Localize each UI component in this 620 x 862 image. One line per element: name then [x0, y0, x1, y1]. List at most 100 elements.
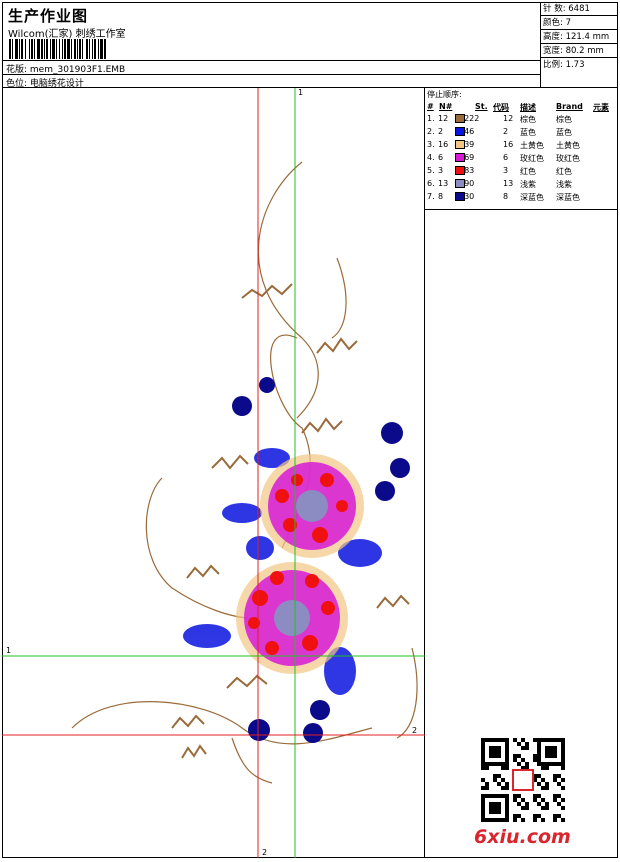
header-divider-1 [2, 60, 541, 61]
barcode-bar [55, 39, 56, 59]
row-st: 3 [503, 166, 509, 175]
barcode-bar [41, 39, 43, 59]
col-header-code: 代码 [493, 103, 509, 112]
barcode-bar [94, 39, 96, 59]
barcode-bar [98, 39, 99, 59]
stat-width: 宽度: 80.2 mm [541, 44, 618, 58]
row-desc: 棕色 [520, 115, 536, 124]
barcode-bar [31, 39, 33, 59]
row-brand: 玫红色 [556, 154, 580, 163]
row-code: 690 [459, 179, 475, 188]
row-n: 3 [438, 166, 444, 175]
brown-stem-curve [231, 737, 273, 784]
brown-leaf [171, 714, 205, 729]
brown-stem-curve [145, 477, 253, 619]
brown-stem-curve [257, 161, 319, 419]
row-code: 2222 [459, 114, 480, 123]
blue-leaf [183, 624, 231, 648]
row-desc: 玫红色 [520, 154, 544, 163]
stop-sequence-caption: 停止顺序: [427, 90, 462, 99]
stop-table-row: 1. 12 2222 12 棕色 棕色 [425, 114, 618, 127]
barcode-bar [86, 39, 88, 59]
barcode-bar [9, 39, 11, 59]
row-index: 2. [427, 127, 435, 136]
barcode-bar [93, 39, 94, 59]
barcode-bar [70, 39, 71, 59]
row-code: 939 [459, 140, 475, 149]
brown-leaf [301, 417, 343, 434]
stop-table-row: 5. 3 883 3 红色 红色 [425, 166, 618, 179]
color-swatch [455, 140, 465, 149]
brown-stem-curve [71, 701, 373, 745]
stat-colors: 颜色: 7 [541, 16, 618, 30]
barcode-bar [13, 39, 15, 59]
stats-panel: 针 数: 6481 颜色: 7 高度: 121.4 mm 宽度: 80.2 mm… [541, 2, 618, 88]
barcode [9, 39, 195, 59]
barcode-bar [23, 39, 25, 59]
barcode-bar [56, 39, 57, 59]
row-n: 16 [438, 140, 449, 149]
stat-height: 高度: 121.4 mm [541, 30, 618, 44]
barcode-bar [90, 39, 92, 59]
barcode-bar [18, 39, 19, 59]
row-st: 8 [503, 192, 509, 201]
row-desc: 红色 [520, 167, 536, 176]
stat-stitches: 针 数: 6481 [541, 2, 618, 16]
axis-label-h1: 1 [6, 646, 12, 655]
navy-flower [303, 723, 323, 743]
barcode-bar [76, 39, 77, 59]
brown-leaf [316, 337, 358, 354]
blue-leaf [338, 539, 382, 567]
row-brand: 棕色 [556, 115, 572, 124]
qr-code[interactable] [481, 738, 565, 822]
barcode-bar [26, 39, 29, 59]
row-st: 6 [503, 153, 509, 162]
blue-leaf [324, 647, 356, 695]
barcode-bar [11, 39, 12, 59]
design-file-label: 花版: mem_301903F1.EMB [6, 65, 126, 75]
barcode-bar [40, 39, 41, 59]
barcode-bar [74, 39, 76, 59]
barcode-bar [33, 39, 34, 59]
barcode-bar [99, 39, 100, 59]
row-n: 6 [438, 153, 444, 162]
axis-label-v2: 2 [262, 848, 268, 857]
barcode-bar [50, 39, 51, 59]
navy-flower [381, 422, 403, 444]
row-st: 2 [503, 127, 509, 136]
barcode-bar [64, 39, 66, 59]
brown-stem-curve [331, 257, 347, 339]
barcode-bar [21, 39, 23, 59]
barcode-bar [60, 39, 62, 59]
barcode-bar [57, 39, 59, 59]
brown-leaf [211, 454, 249, 470]
barcode-bar [103, 39, 104, 59]
brown-leaf [186, 564, 220, 579]
barcode-bar [15, 39, 18, 59]
row-code: 869 [459, 153, 475, 162]
brown-leaf [226, 674, 268, 689]
row-index: 7. [427, 192, 435, 201]
barcode-bar [46, 39, 48, 59]
barcode-bar [62, 39, 63, 59]
navy-flower [375, 481, 395, 501]
barcode-bar [51, 39, 52, 59]
stop-table-row: 4. 6 869 6 玫红色 玫红色 [425, 153, 618, 166]
watermark-site[interactable]: 6xiu.com [474, 826, 571, 848]
barcode-bar [52, 39, 55, 59]
barcode-bar [92, 39, 93, 59]
col-header-desc: 描述 [520, 103, 536, 112]
barcode-bar [100, 39, 103, 59]
col-header-st: St. [475, 102, 488, 111]
barcode-bar [44, 39, 45, 59]
barcode-bar [30, 39, 31, 59]
barcode-bar [82, 39, 83, 59]
navy-flower [390, 458, 410, 478]
barcode-bar [81, 39, 82, 59]
barcode-bar [20, 39, 21, 59]
barcode-bar [34, 39, 35, 59]
row-index: 4. [427, 153, 435, 162]
color-swatch [455, 166, 465, 175]
row-brand: 土黄色 [556, 141, 580, 150]
